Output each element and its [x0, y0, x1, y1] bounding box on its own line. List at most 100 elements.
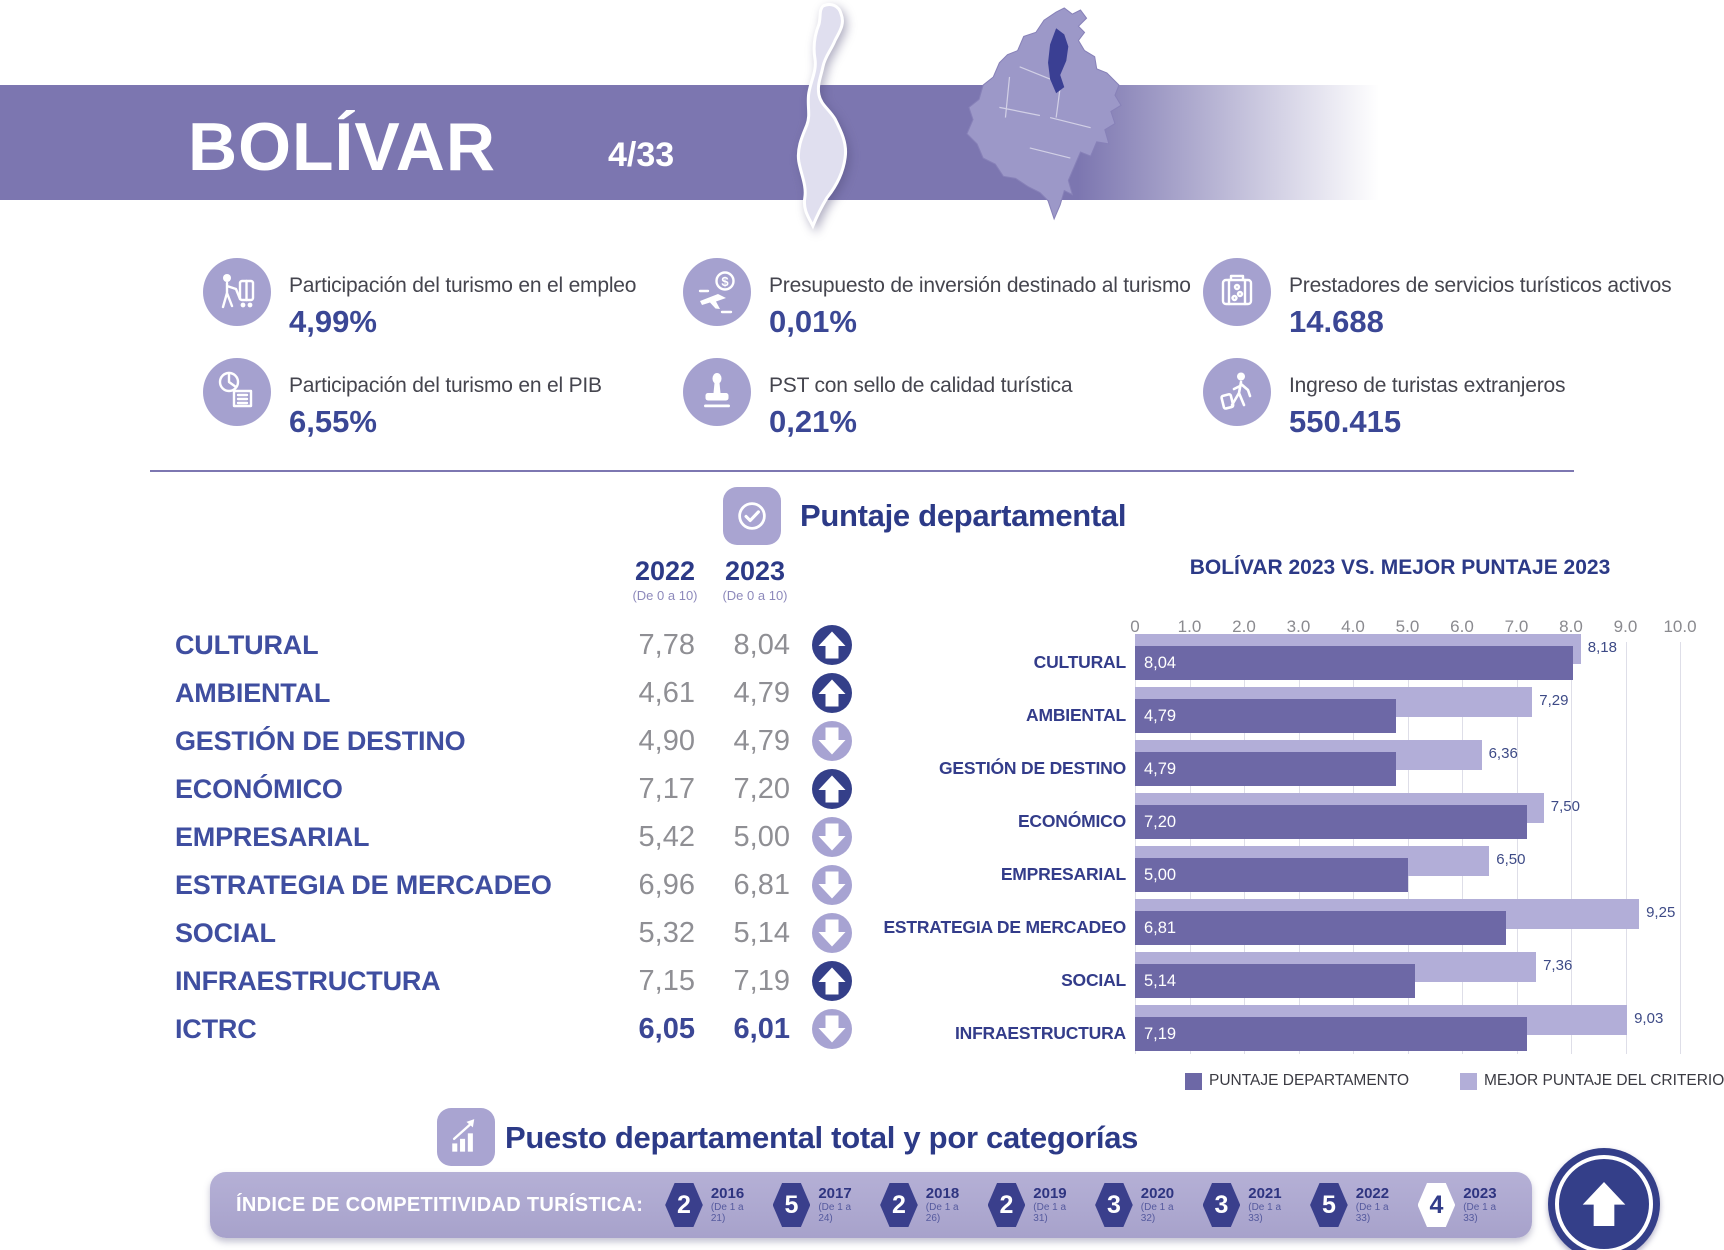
- score-row-label: SOCIAL: [175, 918, 276, 948]
- svg-text:$: $: [721, 274, 729, 289]
- bar-best-value: 6,36: [1488, 745, 1518, 762]
- bar-department: [1135, 911, 1507, 945]
- bar-best-value: 9,03: [1634, 1010, 1664, 1027]
- badge-range: (De 1 a 24): [818, 1202, 852, 1224]
- badge-range: (De 1 a 32): [1140, 1202, 1174, 1224]
- stat-value: 14.688: [1289, 304, 1384, 339]
- chart-gridline: [1571, 642, 1572, 1054]
- badge-range: (De 1 a 33): [1355, 1202, 1389, 1224]
- trend-up-icon: [812, 625, 852, 665]
- rank-hexagon: 3: [1095, 1183, 1133, 1227]
- chart-gridline: [1516, 642, 1518, 1054]
- bar-department-value: 6,81: [1144, 919, 1177, 937]
- stat-label: Presupuesto de inversión destinado al tu…: [769, 274, 1191, 297]
- score-2023: 6,81: [733, 869, 790, 901]
- score-2023: 7,20: [733, 773, 790, 805]
- legend-label-departamento: PUNTAJE DEPARTAMENTO: [1209, 1072, 1410, 1089]
- score-row-label: AMBIENTAL: [175, 678, 331, 708]
- bar-best-value: 8,18: [1587, 639, 1617, 656]
- stat-item: Participación del turismo en el PIB 6,55%: [203, 356, 683, 452]
- score-2022: 7,78: [638, 629, 695, 661]
- bar-department-value: 7,20: [1144, 813, 1177, 831]
- badge-year-block: 2021 (De 1 a 33): [1248, 1186, 1291, 1225]
- axis-tick-label: 4.0: [1341, 617, 1365, 636]
- score-row-label: CULTURAL: [175, 630, 319, 660]
- trend-down-icon: [812, 865, 852, 905]
- pie-building-icon: [203, 358, 271, 426]
- rank-hexagon: 2: [987, 1183, 1026, 1227]
- puesto-section-title: Puesto departamental total y por categor…: [505, 1120, 1139, 1155]
- axis-tick-label: 1.0: [1177, 617, 1202, 636]
- header-banner: [0, 85, 1724, 200]
- axis-tick-label: 0: [1130, 617, 1140, 636]
- stat-value: 4,99%: [289, 304, 377, 339]
- bar-department-value: 8,04: [1144, 654, 1177, 672]
- badge-year: 2022: [1355, 1185, 1390, 1202]
- stat-item: Ingreso de turistas extranjeros 550.415: [1203, 356, 1683, 452]
- trend-down-icon: [812, 913, 852, 953]
- score-2023: 4,79: [733, 725, 790, 757]
- rank-badge: 3 2021 (De 1 a 33): [1202, 1183, 1291, 1227]
- score-row-label: GESTIÓN DE DESTINO: [175, 726, 466, 756]
- rank-badge: 2 2019 (De 1 a 31): [987, 1183, 1076, 1227]
- traveler-icon: [1203, 358, 1271, 426]
- axis-tick-label: 7.0: [1504, 617, 1529, 636]
- stat-item: $ Presupuesto de inversión destinado al t…: [683, 256, 1191, 352]
- bar-department: [1135, 699, 1397, 733]
- chart-category-label: EMPRESARIAL: [1000, 864, 1126, 884]
- bar-department: [1135, 964, 1416, 998]
- bar-department-value: 7,19: [1144, 1025, 1177, 1043]
- stat-value: 6,55%: [289, 404, 377, 439]
- stat-label: PST con sello de calidad turística: [769, 374, 1073, 397]
- bar-department-value: 5,14: [1144, 972, 1177, 990]
- stat-item: PST con sello de calidad turística 0,21%: [683, 356, 1163, 452]
- score-row-label: ECONÓMICO: [175, 774, 343, 804]
- bolivar-department-map-icon: [796, 2, 848, 230]
- rank-badge: 5 2017 (De 1 a 24): [772, 1183, 861, 1227]
- legend-label-mejor: MEJOR PUNTAJE DEL CRITERIO: [1484, 1072, 1724, 1089]
- badge-range: (De 1 a 33): [1248, 1202, 1282, 1224]
- score-2022: 7,17: [638, 773, 695, 805]
- trend-down-icon: [812, 721, 852, 761]
- bar-department-value: 4,79: [1144, 707, 1177, 725]
- bellhop-cart-icon: [203, 258, 271, 326]
- badge-range: (De 1 a 31): [1033, 1202, 1067, 1224]
- rank-hexagon: 2: [880, 1183, 918, 1227]
- stat-label: Participación del turismo en el empleo: [289, 274, 637, 297]
- score-row-label: ESTRATEGIA DE MERCADEO: [175, 870, 552, 900]
- legend-swatch-dark: [1185, 1072, 1202, 1090]
- score-2022: 6,05: [638, 1013, 695, 1045]
- score-2022: 5,32: [638, 917, 695, 949]
- badge-year: 2023: [1463, 1185, 1497, 1202]
- badge-range: (De 1 a 33): [1463, 1202, 1497, 1224]
- badge-year-block: 2017 (De 1 a 24): [818, 1185, 861, 1225]
- rank-hexagon: 4: [1417, 1183, 1456, 1227]
- chart-title: BOLÍVAR 2023 VS. MEJOR PUNTAJE 2023: [1189, 556, 1611, 579]
- bar-department: [1135, 752, 1397, 786]
- trend-up-circle-icon: [1548, 1148, 1660, 1250]
- axis-tick-label: 10.0: [1663, 617, 1697, 636]
- stamp-icon: [683, 358, 751, 426]
- badge-year: 2017: [818, 1185, 852, 1202]
- axis-tick-label: 6.0: [1450, 617, 1474, 636]
- score-row-label: EMPRESARIAL: [175, 822, 370, 852]
- rank-badge: 4 2023 (De 1 a 33): [1417, 1183, 1506, 1227]
- bar-best-value: 7,36: [1543, 957, 1573, 974]
- rank-hexagon: 5: [1310, 1183, 1348, 1227]
- rank-badge: 2 2016 (De 1 a 21): [665, 1183, 753, 1227]
- bar-chart-icon: [437, 1108, 495, 1166]
- axis-tick-label: 5.0: [1395, 617, 1420, 636]
- stat-item: Participación del turismo en el empleo 4,…: [203, 256, 683, 352]
- column-scale-2023: (De 0 a 10): [722, 588, 788, 603]
- score-2023: 4,79: [733, 677, 790, 709]
- rank-hexagon: 3: [1202, 1183, 1241, 1227]
- colombia-map-icon: [966, 7, 1122, 221]
- check-icon: [723, 487, 781, 545]
- plane-dollar-icon: $: [683, 258, 751, 326]
- badge-year: 2016: [710, 1185, 745, 1202]
- chart-category-label: ECONÓMICO: [1017, 811, 1126, 831]
- chart-gridline: [1625, 642, 1627, 1054]
- score-2023: 8,04: [733, 629, 790, 661]
- chart-category-label: ESTRATEGIA DE MERCADEO: [883, 917, 1126, 937]
- trend-up-icon: [812, 673, 852, 713]
